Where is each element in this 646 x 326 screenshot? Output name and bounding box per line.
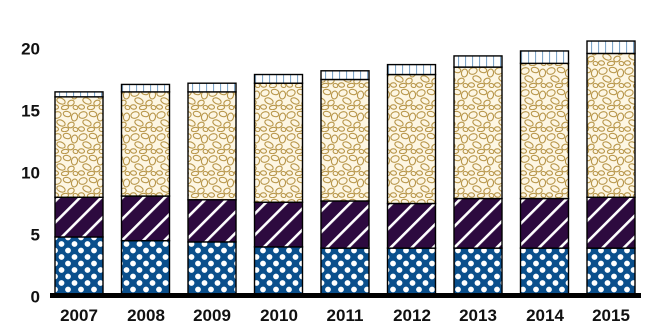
x-tick-label: 2011: [327, 306, 364, 325]
bar-segment-vertical-lines-2009: [187, 82, 237, 93]
bar-segment-diagonal-stripes-2015: [586, 196, 636, 249]
bar-segment-diagonal-stripes-2010: [253, 201, 304, 248]
bar-segment-dots-2012: [386, 247, 437, 295]
bar-segment-diagonal-stripes-2014: [519, 197, 570, 249]
bar-segment-pebbles-2015: [586, 52, 636, 198]
bar-segment-diagonal-stripes-2008: [120, 195, 171, 242]
x-tick-label: 2008: [127, 306, 165, 325]
bar-segment-dots-2011: [320, 247, 370, 295]
bar-segment-dots-2013: [453, 247, 503, 295]
bar-segment-pebbles-2012: [386, 73, 437, 205]
bar-segment-pebbles-2013: [453, 66, 503, 200]
bar-segment-dots-2010: [253, 246, 304, 295]
bar-segment-pebbles-2011: [320, 78, 370, 202]
bar-segment-vertical-lines-2015: [586, 40, 636, 55]
bar-segment-diagonal-stripes-2012: [386, 202, 437, 249]
y-tick-label: 5: [31, 226, 40, 245]
x-tick-label: 2007: [60, 306, 98, 325]
x-tick-label: 2014: [526, 306, 564, 325]
x-tick-label: 2010: [260, 306, 298, 325]
y-tick-label: 15: [21, 102, 40, 121]
bar-segment-vertical-lines-2010: [253, 73, 304, 84]
bar-segment-vertical-lines-2014: [519, 50, 570, 65]
bars-group: [54, 40, 636, 295]
bar-segment-dots-2014: [519, 247, 570, 295]
bar-segment-pebbles-2009: [187, 91, 237, 201]
bar-segment-vertical-lines-2013: [453, 55, 503, 68]
bar-segment-diagonal-stripes-2013: [453, 197, 503, 249]
x-tick-label: 2012: [393, 306, 431, 325]
x-tick-label: 2013: [459, 306, 497, 325]
x-axis: 2007 2008 2009 2010 2011 2012 2013 2014 …: [60, 306, 630, 325]
bar-segment-vertical-lines-2012: [386, 63, 437, 76]
bar-segment-vertical-lines-2011: [320, 70, 370, 81]
bar-segment-diagonal-stripes-2007: [54, 196, 104, 238]
x-axis-line: [50, 293, 641, 298]
x-tick-label: 2009: [193, 306, 231, 325]
x-tick-label: 2015: [592, 306, 630, 325]
bar-segment-dots-2007: [54, 236, 104, 295]
bar-segment-dots-2015: [586, 247, 636, 295]
bar-segment-dots-2008: [120, 239, 171, 295]
bar-segment-diagonal-stripes-2009: [187, 199, 237, 243]
y-tick-label: 0: [31, 288, 40, 307]
y-tick-label: 10: [21, 164, 40, 183]
bar-segment-pebbles-2008: [120, 91, 171, 197]
bar-segment-vertical-lines-2008: [120, 83, 171, 93]
bar-segment-pebbles-2014: [519, 62, 570, 200]
bar-segment-dots-2009: [187, 241, 237, 295]
y-tick-label: 20: [21, 40, 40, 59]
bar-segment-pebbles-2010: [253, 82, 304, 203]
y-axis: 0 5 10 15 20: [21, 40, 40, 307]
bar-segment-pebbles-2007: [54, 96, 104, 198]
bar-segment-vertical-lines-2007: [54, 91, 104, 98]
bar-segment-diagonal-stripes-2011: [320, 200, 370, 249]
